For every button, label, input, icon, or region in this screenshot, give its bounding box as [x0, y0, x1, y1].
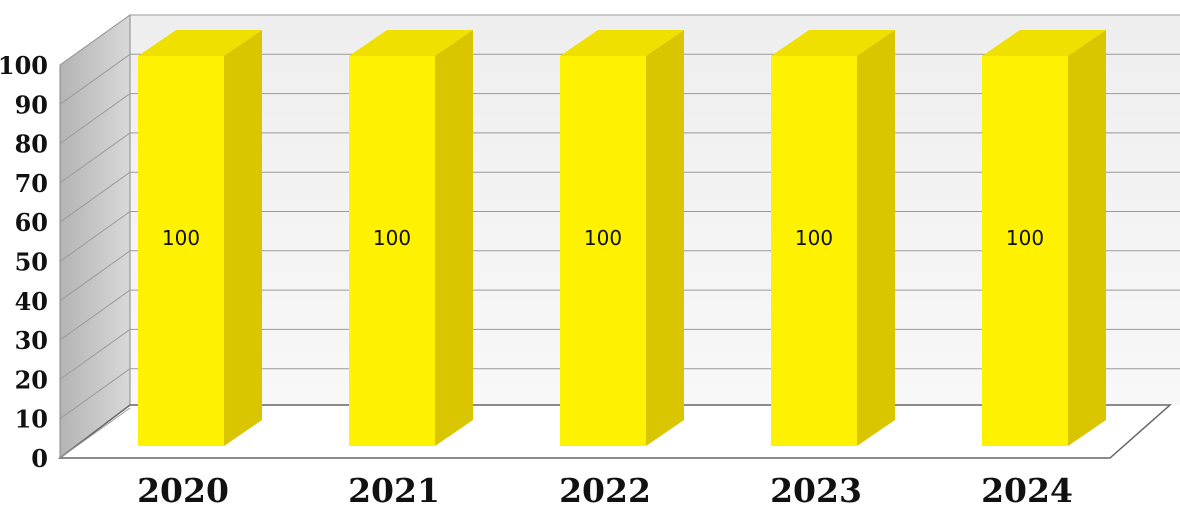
y-tick-label: 20 — [15, 365, 48, 394]
y-tick-label: 30 — [15, 326, 48, 355]
y-tick-label: 50 — [15, 248, 48, 277]
x-tick-label: 2023 — [770, 471, 862, 507]
bar — [560, 30, 684, 446]
gridline — [59, 14, 1180, 66]
bar-side — [646, 30, 684, 446]
bar-top — [560, 30, 684, 56]
data-label: 100 — [795, 226, 833, 250]
x-tick-label: 2021 — [348, 471, 440, 507]
bar — [771, 30, 895, 446]
y-tick-label: 10 — [15, 405, 48, 434]
data-label: 100 — [1006, 226, 1044, 250]
bar-side — [224, 30, 262, 446]
bar — [982, 30, 1106, 446]
bar-top — [982, 30, 1106, 56]
y-tick-label: 40 — [15, 287, 48, 316]
y-tick-label: 80 — [15, 130, 48, 159]
bar-top — [771, 30, 895, 56]
x-axis-ticks: 2020 2021 2022 2023 2024 — [137, 471, 1073, 507]
bar-front — [560, 56, 646, 446]
y-tick-label: 90 — [15, 90, 48, 119]
bar — [349, 30, 473, 446]
y-tick-label: 100 — [0, 51, 48, 80]
x-tick-label: 2020 — [137, 471, 229, 507]
x-tick-label: 2024 — [981, 471, 1073, 507]
y-axis-ticks: 0 10 20 30 40 50 60 70 80 90 100 — [0, 51, 48, 473]
bar-top — [349, 30, 473, 56]
y-tick-label: 60 — [15, 208, 48, 237]
bar-front — [138, 56, 224, 446]
data-label: 100 — [373, 226, 411, 250]
bar-front — [982, 56, 1068, 446]
bar — [138, 30, 262, 446]
bar-side — [1068, 30, 1106, 446]
bars: 100 100 100 100 100 — [138, 30, 1106, 446]
y-tick-label: 0 — [31, 444, 48, 473]
data-label: 100 — [584, 226, 622, 250]
y-tick-label: 70 — [15, 169, 48, 198]
gridline — [59, 407, 131, 459]
bar-top — [138, 30, 262, 56]
data-label: 100 — [162, 226, 200, 250]
x-tick-label: 2022 — [559, 471, 651, 507]
bar-side — [857, 30, 895, 446]
bar-front — [349, 56, 435, 446]
bar-front — [771, 56, 857, 446]
bar-side — [435, 30, 473, 446]
